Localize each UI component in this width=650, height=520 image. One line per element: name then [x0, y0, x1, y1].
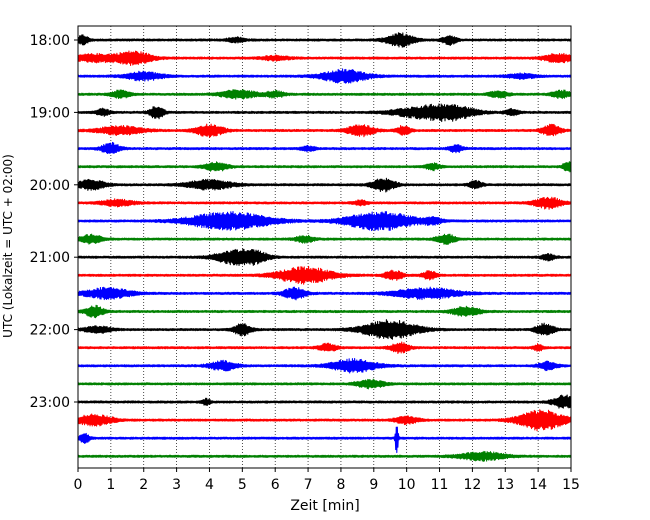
- y-axis-label: UTC (Lokalzeit = UTC + 02:00): [1, 154, 15, 338]
- trace-1845: [77, 88, 572, 100]
- x-tick-label: 10: [398, 477, 416, 493]
- x-tick-label: 1: [106, 477, 115, 493]
- trace-2315: [77, 409, 572, 432]
- x-tick-label: 6: [271, 477, 280, 493]
- x-axis-label: Zeit [min]: [290, 498, 359, 514]
- trace-2245: [77, 378, 572, 390]
- x-tick-label: 9: [369, 477, 378, 493]
- x-axis-ticks: 0 1 2 3 4 5 6 7 8 9 10 11 12 13 14 15: [74, 468, 580, 493]
- trace-2030: [77, 210, 572, 232]
- trace-1815: [77, 50, 572, 66]
- y-tick-label: 20:00: [30, 178, 70, 194]
- trace-2345: [77, 450, 572, 462]
- x-tick-label: 0: [74, 477, 83, 493]
- x-tick-label: 5: [238, 477, 247, 493]
- trace-1830: [77, 68, 572, 84]
- y-tick-label: 18:00: [30, 33, 70, 49]
- trace-2300: [77, 394, 572, 409]
- trace-1900: [77, 103, 572, 123]
- trace-2100: [77, 248, 572, 266]
- trace-2115: [77, 265, 572, 285]
- trace-1930: [77, 141, 572, 155]
- y-tick-label: 22:00: [30, 323, 70, 339]
- trace-2015: [77, 196, 572, 210]
- x-tick-label: 8: [336, 477, 345, 493]
- trace-2000: [77, 177, 572, 193]
- x-tick-label: 4: [205, 477, 214, 493]
- trace-2145: [77, 304, 572, 319]
- y-tick-label: 23:00: [30, 395, 70, 411]
- trace-2215: [77, 341, 572, 354]
- x-tick-label: 15: [562, 477, 580, 493]
- trace-group: [77, 32, 572, 462]
- y-axis-ticks: 18:00 19:00 20:00 21:00 22:00 23:00: [30, 33, 78, 411]
- trace-2045: [77, 233, 572, 245]
- x-tick-label: 2: [139, 477, 148, 493]
- x-tick-label: 3: [172, 477, 181, 493]
- y-tick-label: 21:00: [30, 250, 70, 266]
- trace-1945: [77, 161, 572, 173]
- plot-frame: [77, 25, 572, 469]
- x-tick-label: 14: [529, 477, 547, 493]
- trace-1800: [77, 32, 572, 48]
- trace-2230: [77, 357, 572, 374]
- trace-1915: [77, 123, 572, 138]
- x-tick-label: 12: [463, 477, 481, 493]
- x-tick-label: 11: [431, 477, 449, 493]
- trace-2130: [77, 286, 572, 301]
- trace-2200: [77, 319, 572, 340]
- trace-2330: [77, 426, 572, 454]
- y-tick-label: 19:00: [30, 105, 70, 121]
- x-tick-label: 7: [304, 477, 313, 493]
- x-tick-label: 13: [496, 477, 514, 493]
